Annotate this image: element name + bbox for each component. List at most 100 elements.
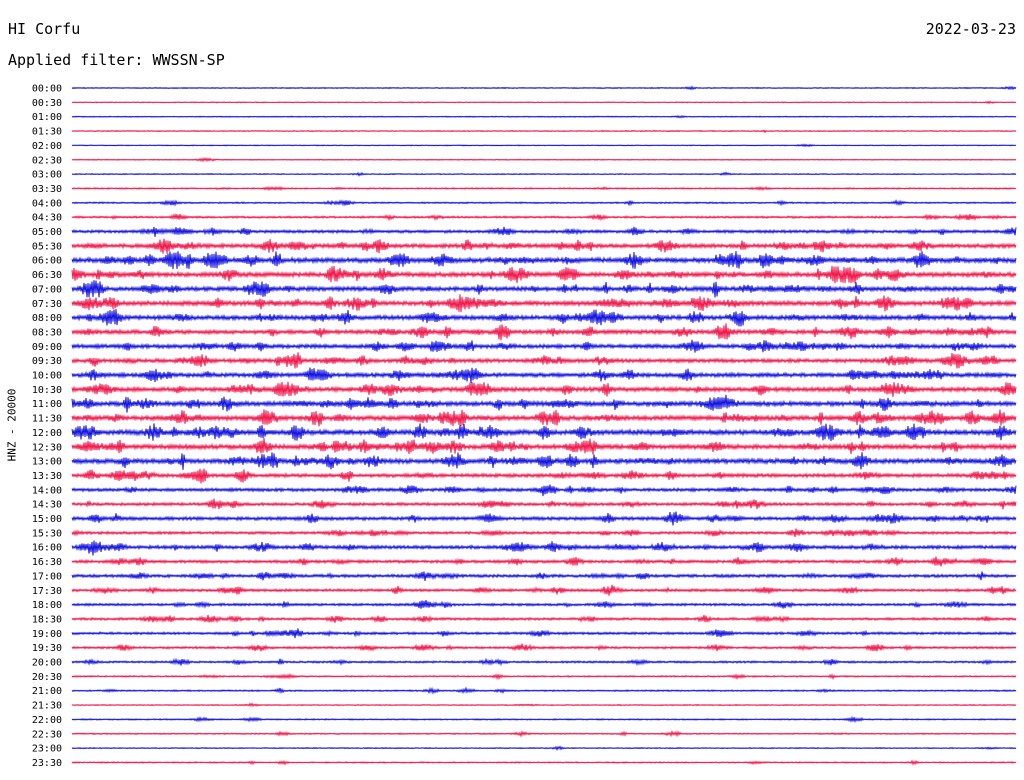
tick-label-1600: 16:00 xyxy=(32,543,62,554)
trace-row-0730 xyxy=(71,294,1017,313)
tick-label-1930: 19:30 xyxy=(32,643,62,654)
trace-row-0430 xyxy=(71,212,1017,222)
trace-row-0000 xyxy=(71,85,1017,91)
trace-row-1830 xyxy=(71,614,1017,624)
tick-label-1730: 17:30 xyxy=(32,586,62,597)
tick-label-0930: 09:30 xyxy=(32,356,62,367)
tick-label-0230: 02:30 xyxy=(32,155,62,166)
trace-row-1330 xyxy=(71,468,1017,484)
tick-label-0430: 04:30 xyxy=(32,213,62,224)
trace-row-1800 xyxy=(71,600,1017,609)
tick-label-0800: 08:00 xyxy=(32,313,62,324)
tick-label-2200: 22:00 xyxy=(32,715,62,726)
trace-row-1930 xyxy=(71,643,1017,652)
trace-row-0300 xyxy=(71,171,1017,177)
trace-row-0230 xyxy=(71,156,1017,163)
trace-row-0100 xyxy=(71,114,1017,119)
tick-label-2000: 20:00 xyxy=(32,658,62,669)
trace-row-0330 xyxy=(71,185,1017,192)
trace-row-1200 xyxy=(71,423,1017,442)
trace-row-1030 xyxy=(71,381,1017,397)
trace-row-2100 xyxy=(71,686,1017,695)
station-title: HI Corfu xyxy=(8,20,81,38)
tick-label-1530: 15:30 xyxy=(32,528,62,539)
trace-row-2130 xyxy=(71,702,1017,708)
tick-label-0100: 01:00 xyxy=(32,112,62,123)
trace-row-1500 xyxy=(71,511,1017,526)
trace-row-0530 xyxy=(71,238,1017,254)
trace-row-2330 xyxy=(71,759,1017,766)
tick-label-0700: 07:00 xyxy=(32,284,62,295)
trace-row-0400 xyxy=(71,199,1017,207)
trace-row-1000 xyxy=(71,367,1017,383)
tick-label-0830: 08:30 xyxy=(32,327,62,338)
tick-label-1130: 11:30 xyxy=(32,414,62,425)
tick-label-2100: 21:00 xyxy=(32,686,62,697)
tick-label-1330: 13:30 xyxy=(32,471,62,482)
trace-row-1900 xyxy=(71,628,1017,639)
trace-row-2300 xyxy=(71,745,1017,752)
trace-row-0830 xyxy=(71,323,1017,341)
tick-label-1830: 18:30 xyxy=(32,614,62,625)
tick-label-0730: 07:30 xyxy=(32,299,62,310)
tick-label-0530: 05:30 xyxy=(32,241,62,252)
tick-label-2230: 22:30 xyxy=(32,729,62,740)
trace-row-0200 xyxy=(71,143,1017,148)
tick-label-1400: 14:00 xyxy=(32,485,62,496)
trace-row-1400 xyxy=(71,484,1017,497)
tick-label-0200: 02:00 xyxy=(32,141,62,152)
tick-label-1800: 18:00 xyxy=(32,600,62,611)
tick-label-0900: 09:00 xyxy=(32,342,62,353)
filter-label: Applied filter: WWSSN-SP xyxy=(8,51,225,69)
trace-row-0930 xyxy=(71,352,1017,369)
trace-row-1630 xyxy=(71,556,1017,567)
tick-label-0400: 04:00 xyxy=(32,198,62,209)
trace-row-0500 xyxy=(71,226,1017,237)
trace-row-2230 xyxy=(71,729,1017,738)
tick-label-1000: 10:00 xyxy=(32,371,62,382)
trace-row-1430 xyxy=(71,498,1017,510)
tick-label-1300: 13:00 xyxy=(32,457,62,468)
trace-row-0900 xyxy=(71,339,1017,353)
trace-row-1730 xyxy=(71,584,1017,596)
trace-row-0600 xyxy=(71,251,1017,270)
tick-label-0000: 00:00 xyxy=(32,84,62,95)
trace-row-1530 xyxy=(71,528,1017,538)
trace-row-0630 xyxy=(71,265,1017,284)
tick-label-1230: 12:30 xyxy=(32,442,62,453)
tick-label-1200: 12:00 xyxy=(32,428,62,439)
trace-row-0130 xyxy=(71,129,1017,134)
tick-label-1430: 14:30 xyxy=(32,500,62,511)
trace-row-1700 xyxy=(71,571,1017,581)
trace-row-0800 xyxy=(71,309,1017,327)
tick-label-0630: 06:30 xyxy=(32,270,62,281)
trace-row-1130 xyxy=(71,409,1017,427)
tick-label-0600: 06:00 xyxy=(32,256,62,267)
tick-label-2330: 23:30 xyxy=(32,758,62,769)
tick-label-1100: 11:00 xyxy=(32,399,62,410)
trace-row-2000 xyxy=(71,657,1017,667)
tick-label-1900: 19:00 xyxy=(32,629,62,640)
trace-row-1300 xyxy=(71,452,1017,470)
tick-label-0500: 05:00 xyxy=(32,227,62,238)
trace-row-2030 xyxy=(71,672,1017,681)
tick-label-0330: 03:30 xyxy=(32,184,62,195)
trace-row-1600 xyxy=(71,540,1017,556)
tick-label-0030: 00:30 xyxy=(32,98,62,109)
tick-label-1500: 15:00 xyxy=(32,514,62,525)
trace-row-0030 xyxy=(71,100,1017,105)
tick-label-1630: 16:30 xyxy=(32,557,62,568)
trace-row-2200 xyxy=(71,715,1017,724)
tick-label-0130: 01:30 xyxy=(32,127,62,138)
tick-label-1030: 10:30 xyxy=(32,385,62,396)
record-date: 2022-03-23 xyxy=(925,20,1016,38)
tick-label-2300: 23:00 xyxy=(32,744,62,755)
tick-label-0300: 03:00 xyxy=(32,170,62,181)
tick-label-2130: 21:30 xyxy=(32,701,62,712)
trace-row-1230 xyxy=(71,437,1017,455)
tick-label-1700: 17:00 xyxy=(32,571,62,582)
trace-row-0700 xyxy=(71,280,1017,298)
trace-row-1100 xyxy=(71,394,1017,413)
tick-label-2030: 20:30 xyxy=(32,672,62,683)
